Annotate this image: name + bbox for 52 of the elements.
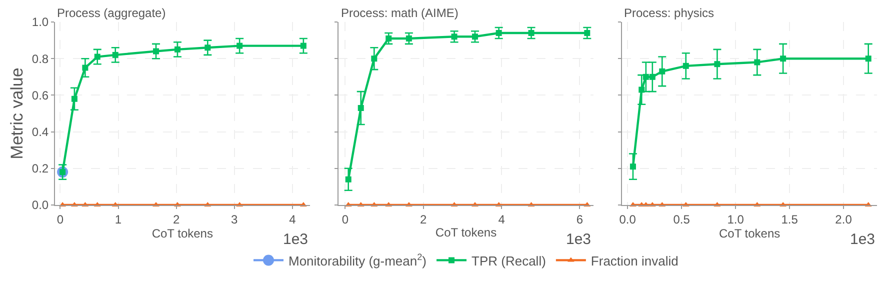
point: [236, 42, 243, 49]
x-tick-label: 1: [114, 212, 122, 226]
point: [94, 54, 100, 60]
chart-title: Process (aggregate): [57, 6, 166, 20]
chart-title: Process: physics: [624, 6, 714, 20]
x-tick-label: 0: [56, 212, 64, 226]
y-tick-label: 0.2: [32, 162, 49, 176]
x-tick-label: 0: [342, 212, 349, 226]
point: [780, 56, 786, 62]
x-axis-title: CoT tokens: [152, 226, 213, 240]
point: [638, 86, 645, 93]
legend-label: Fraction invalid: [590, 253, 678, 268]
point: [630, 164, 636, 170]
x-tick-label: 6: [576, 212, 584, 226]
x-tick-label: 4: [289, 212, 296, 226]
y-tick-label: 0.8: [32, 52, 49, 66]
point: [153, 48, 159, 54]
point: [112, 52, 118, 58]
x-tick-label: 0.5: [673, 212, 690, 226]
text: 1e3: [566, 231, 592, 248]
point: [714, 61, 720, 68]
point: [204, 44, 211, 51]
point: [300, 42, 306, 49]
point: [659, 68, 666, 74]
x-tick-label: 2.0: [835, 212, 852, 226]
x-tick-label: 1.5: [781, 212, 798, 226]
y-tick-label: 0.6: [32, 88, 49, 102]
chart-title: Process: math (AIME): [341, 6, 458, 20]
point: [642, 74, 649, 80]
x-axis-title: CoT tokens: [719, 226, 780, 240]
x-tick-label: 3: [231, 212, 238, 226]
legend-label: TPR (Recall): [472, 253, 546, 268]
y-tick-label: 0.0: [32, 198, 49, 212]
x-tick-label: 1.0: [727, 212, 744, 226]
legend-label: Monitorability (g-mean$^{2}$): [288, 252, 427, 268]
y-tick-label: 1.0: [32, 15, 49, 30]
point: [865, 56, 872, 62]
text: 1e3: [850, 231, 876, 248]
x-tick-label: 0.0: [619, 212, 636, 226]
x-tick-label: 4: [498, 212, 506, 226]
y-tick-label: 0.4: [32, 125, 49, 139]
x-axis-title: CoT tokens: [435, 225, 497, 240]
point: [174, 46, 180, 52]
text: 1e3: [283, 231, 308, 248]
x-tick-label: 2: [172, 212, 180, 226]
point: [82, 64, 88, 71]
point: [682, 62, 689, 69]
point: [71, 96, 78, 102]
point: [754, 59, 760, 66]
x-tick-label: 2: [420, 212, 428, 226]
point: [649, 74, 656, 80]
y-axis-title: Metric value: [7, 68, 26, 160]
